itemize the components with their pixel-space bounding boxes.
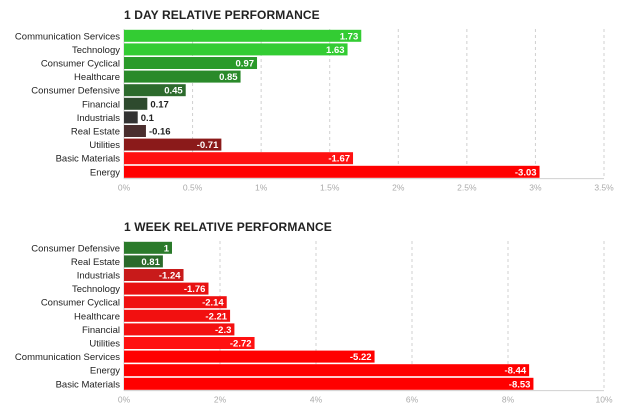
bar[interactable] [124,241,172,254]
category-label: Consumer Defensive [31,243,120,254]
category-label: Consumer Cyclical [41,59,120,70]
category-label: Basic Materials [56,379,121,390]
category-label: Energy [90,167,120,178]
value-label: 0.17 [150,99,169,110]
category-label: Industrials [77,113,121,124]
value-label: -2.3 [215,325,231,336]
bar[interactable] [124,337,255,349]
x-tick-label: 0% [118,183,131,193]
x-tick-label: 6% [406,395,419,405]
category-label: Consumer Cyclical [41,298,120,309]
bar[interactable] [124,323,235,336]
value-label: -8.44 [504,366,526,377]
value-label: -1.67 [328,154,350,165]
value-label: 1 [164,243,170,254]
bar[interactable] [124,97,148,110]
bar[interactable] [124,296,227,309]
value-label: -2.72 [230,339,252,350]
category-label: Financial [82,325,120,336]
bar[interactable] [124,138,222,151]
value-label: 1.73 [340,31,359,42]
x-tick-label: 0.5% [183,183,203,193]
x-tick-label: 1.5% [320,183,340,193]
bar[interactable] [124,255,163,268]
value-label: -1.76 [184,284,206,295]
category-label: Basic Materials [56,154,121,165]
value-label: -3.03 [515,167,537,178]
x-tick-label: 8% [502,395,515,405]
bar[interactable] [124,309,231,322]
bar[interactable] [124,377,534,390]
one-day-chart-title: 1 DAY RELATIVE PERFORMANCE [124,8,320,22]
category-label: Consumer Defensive [31,86,120,97]
category-label: Energy [90,366,120,377]
category-label: Financial [82,99,120,110]
x-tick-label: 2% [392,183,405,193]
x-tick-label: 2% [214,395,227,405]
value-label: 0.1 [141,113,155,124]
value-label: -5.22 [350,352,372,363]
category-label: Healthcare [74,311,120,322]
category-label: Communication Services [15,352,120,363]
bar[interactable] [124,269,184,281]
bar[interactable] [124,152,354,165]
value-label: 0.97 [236,59,255,70]
bar[interactable] [124,57,258,69]
x-tick-label: 10% [595,395,612,405]
bar[interactable] [124,84,186,97]
category-label: Real Estate [71,257,120,268]
category-label: Utilities [89,339,120,350]
category-label: Communication Services [15,31,120,42]
x-tick-label: 0% [118,395,131,405]
category-label: Real Estate [71,127,120,138]
bar[interactable] [124,70,241,83]
bar[interactable] [124,364,530,377]
x-tick-label: 2.5% [457,183,477,193]
value-label: 0.81 [141,257,160,268]
one-day-chart-plot: 0% 0.5% 1% 1.5% 2% 2.5% 3% 3.5% Communication Se… [15,29,614,193]
x-tick-label: 4% [310,395,323,405]
value-label: 0.85 [219,72,238,83]
value-label: -2.21 [205,311,227,322]
bar[interactable] [124,350,375,363]
bar[interactable] [124,29,362,42]
category-label: Utilities [89,140,120,151]
one-week-chart-title: 1 WEEK RELATIVE PERFORMANCE [124,220,332,234]
value-label: -1.24 [159,271,181,282]
bar[interactable] [124,111,138,124]
value-label: -0.16 [149,127,171,138]
bar[interactable] [124,125,146,137]
x-tick-label: 3% [529,183,542,193]
value-label: 0.45 [164,86,183,97]
value-label: -0.71 [197,140,219,151]
bar[interactable] [124,282,209,295]
value-label: -2.14 [202,298,224,309]
value-label: -8.53 [509,379,531,390]
bar[interactable] [124,165,540,178]
x-tick-label: 1% [255,183,268,193]
category-label: Technology [72,45,120,56]
category-label: Industrials [77,271,121,282]
category-label: Healthcare [74,72,120,83]
category-label: Technology [72,284,120,295]
x-tick-label: 3.5% [594,183,614,193]
bar[interactable] [124,43,348,56]
value-label: 1.63 [326,45,345,56]
